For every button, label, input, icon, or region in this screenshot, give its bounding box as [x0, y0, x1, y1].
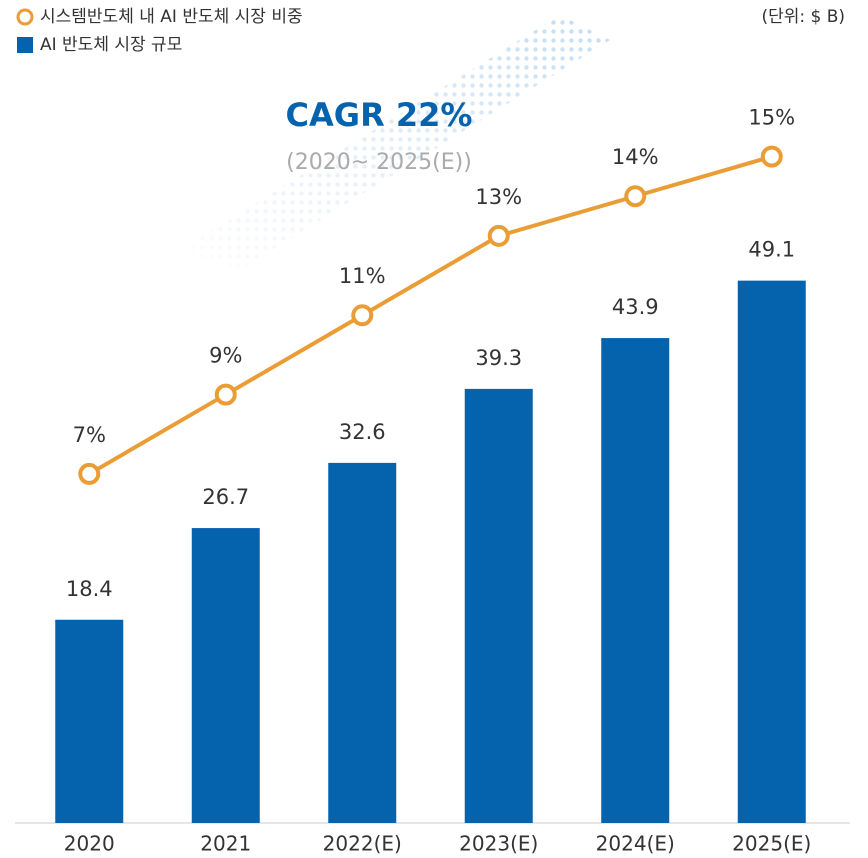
data-label: 43.9: [612, 295, 659, 319]
bar: [738, 281, 806, 823]
legend-label: AI 반도체 시장 규모: [40, 35, 182, 55]
legend-label: 시스템반도체 내 AI 반도체 시장 비중: [40, 7, 303, 27]
line-marker: [80, 465, 98, 483]
bar: [192, 528, 260, 823]
data-label: 26.7: [202, 485, 249, 509]
decoration: [170, 15, 620, 275]
line-marker: [353, 306, 371, 324]
data-label: 18.4: [66, 577, 113, 601]
bar: [465, 389, 533, 823]
annotation-sub: (2020~ 2025(E)): [286, 150, 472, 175]
x-tick-label: 2020: [64, 832, 115, 856]
x-tick-label: 2025(E): [732, 832, 811, 856]
legend: 시스템반도체 내 AI 반도체 시장 비중 AI 반도체 시장 규모: [17, 7, 303, 55]
line: [89, 157, 772, 474]
data-label: 32.6: [339, 420, 386, 444]
legend-marker: [18, 10, 32, 24]
data-label: 14%: [612, 145, 659, 169]
unit-label: (단위: $ B): [761, 7, 845, 27]
data-label: 15%: [748, 106, 795, 130]
line-marker: [626, 187, 644, 205]
data-label: 39.3: [475, 346, 522, 370]
data-label: 11%: [339, 264, 386, 288]
bar: [601, 338, 669, 823]
x-tick-label: 2023(E): [459, 832, 538, 856]
data-label: 13%: [475, 185, 522, 209]
line-marker: [763, 148, 781, 166]
annotation: CAGR 22%: [286, 96, 473, 134]
bar: [328, 463, 396, 823]
legend-marker: [17, 37, 33, 53]
chart: 시스템반도체 내 AI 반도체 시장 비중 AI 반도체 시장 규모 (단위: …: [0, 0, 868, 858]
data-label: 9%: [209, 344, 242, 368]
x-tick-label: 2024(E): [596, 832, 675, 856]
bar: [55, 620, 123, 823]
x-tick-label: 2021: [200, 832, 251, 856]
x-tick-label: 2022(E): [323, 832, 402, 856]
line-marker: [490, 227, 508, 245]
line-marker: [217, 386, 235, 404]
data-label: 7%: [73, 423, 106, 447]
data-label: 49.1: [748, 238, 795, 262]
